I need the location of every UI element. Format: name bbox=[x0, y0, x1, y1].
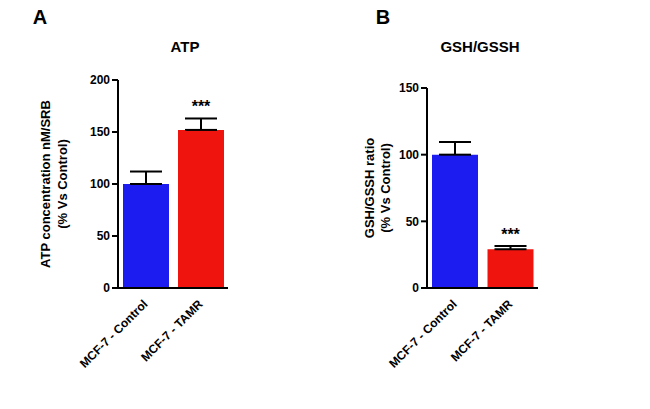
svg-text:150: 150 bbox=[90, 125, 110, 139]
svg-text:100: 100 bbox=[90, 177, 110, 191]
svg-text:50: 50 bbox=[97, 229, 111, 243]
html-text:A: A bbox=[32, 6, 48, 28]
svg-text:100: 100 bbox=[399, 148, 419, 162]
html-text:ATP: ATP bbox=[170, 38, 200, 55]
html-text:GSH/GSSH: GSH/GSSH bbox=[440, 38, 520, 55]
svg-text:50: 50 bbox=[406, 215, 420, 229]
svg-text:MCF-7 - TAMR: MCF-7 - TAMR bbox=[448, 297, 515, 364]
svg-text:(% Vs Control): (% Vs Control) bbox=[378, 143, 393, 233]
svg-text:***: *** bbox=[192, 98, 211, 115]
svg-text:MCF-7 - Control: MCF-7 - Control bbox=[77, 297, 151, 371]
svg-text:200: 200 bbox=[90, 73, 110, 87]
svg-text:GSH/GSSH ratio: GSH/GSSH ratio bbox=[362, 138, 377, 238]
svg-text:ATP concentration nM/SRB: ATP concentration nM/SRB bbox=[38, 100, 53, 268]
svg-text:(% Vs Control): (% Vs Control) bbox=[55, 139, 70, 229]
svg-text:MCF-7 - TAMR: MCF-7 - TAMR bbox=[138, 297, 205, 364]
svg-text:0: 0 bbox=[412, 281, 419, 295]
svg-text:150: 150 bbox=[399, 81, 419, 95]
html-text:B: B bbox=[375, 6, 391, 28]
svg-text:MCF-7 - Control: MCF-7 - Control bbox=[386, 297, 460, 371]
svg-text:***: *** bbox=[501, 226, 520, 243]
svg-text:0: 0 bbox=[103, 281, 110, 295]
